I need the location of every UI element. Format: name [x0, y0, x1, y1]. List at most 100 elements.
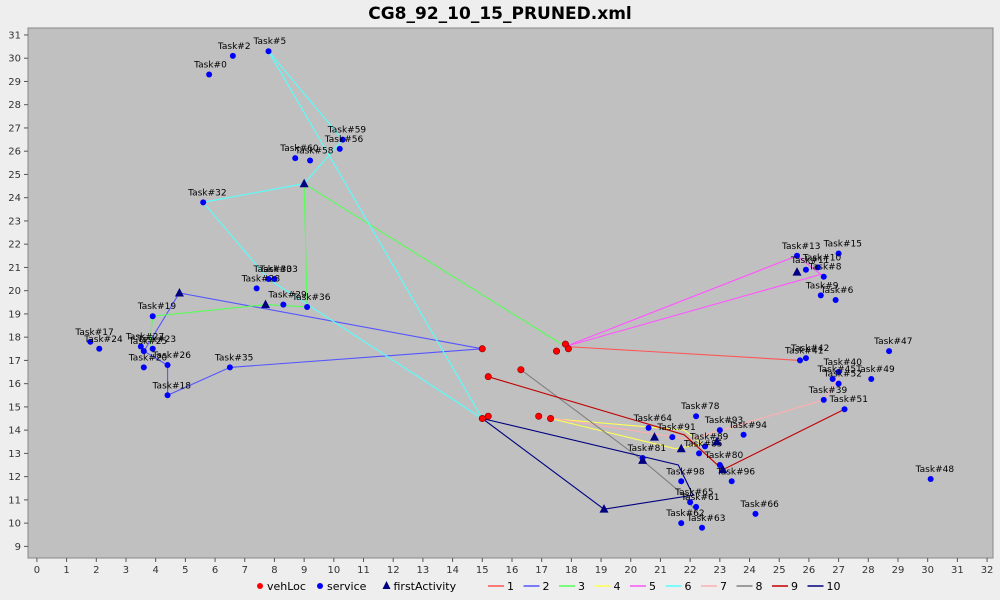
service-point — [817, 292, 824, 299]
service-point — [794, 252, 801, 259]
y-tick-label: 15 — [8, 402, 21, 413]
service-point — [669, 434, 676, 441]
y-tick-label: 25 — [8, 170, 21, 181]
service-label: Task#35 — [214, 353, 253, 363]
x-tick-label: 27 — [832, 565, 845, 576]
service-point — [149, 345, 156, 352]
legend-label: 8 — [756, 580, 763, 593]
x-tick-label: 8 — [271, 565, 277, 576]
first-activity-point — [718, 464, 728, 474]
x-tick-label: 1 — [63, 565, 69, 576]
service-label: Task#64 — [633, 414, 673, 424]
vehloc-point — [564, 345, 572, 353]
y-tick-label: 22 — [8, 240, 21, 251]
service-label: Task#48 — [915, 465, 955, 475]
service-point — [253, 285, 260, 292]
route-line-4 — [550, 417, 704, 450]
service-point — [140, 348, 147, 355]
service-label: Task#18 — [152, 381, 192, 391]
service-label: Task#6 — [820, 286, 854, 296]
x-tick-label: 11 — [357, 565, 370, 576]
service-label: Task#51 — [829, 395, 868, 405]
vehloc-point — [478, 415, 486, 423]
y-tick-label: 23 — [8, 216, 21, 227]
y-tick-label: 30 — [8, 54, 21, 65]
service-point — [229, 52, 236, 59]
service-point — [927, 475, 934, 482]
service-point — [226, 364, 233, 371]
route-line-5 — [565, 255, 822, 348]
service-point — [716, 427, 723, 434]
service-label: Task#42 — [790, 344, 829, 354]
vehloc-point — [478, 345, 486, 353]
service-point — [716, 462, 723, 469]
service-label: Task#0 — [193, 60, 227, 70]
service-point — [693, 413, 700, 420]
service-label: Task#11 — [790, 256, 829, 266]
vehloc-point — [517, 366, 525, 374]
service-label: Task#96 — [716, 467, 756, 477]
legend-label: 4 — [614, 580, 621, 593]
service-point — [696, 450, 703, 457]
y-tick-label: 10 — [8, 519, 21, 530]
y-tick-label: 17 — [8, 356, 21, 367]
x-tick-label: 2 — [93, 565, 99, 576]
service-label: Task#9 — [805, 281, 839, 291]
service-label: Task#5 — [253, 37, 287, 47]
x-tick-label: 23 — [713, 565, 726, 576]
x-tick-label: 3 — [123, 565, 129, 576]
service-point — [886, 348, 893, 355]
service-point — [693, 503, 700, 510]
x-tick-label: 21 — [654, 565, 667, 576]
y-tick-label: 21 — [8, 263, 21, 274]
service-point — [645, 424, 652, 431]
service-point — [678, 520, 685, 527]
service-label: Task#47 — [873, 337, 912, 347]
service-label: Task#24 — [83, 335, 123, 345]
y-tick-label: 27 — [8, 123, 21, 134]
y-tick-label: 16 — [8, 379, 21, 390]
x-tick-label: 0 — [34, 565, 40, 576]
service-point — [829, 376, 836, 383]
x-tick-label: 32 — [981, 565, 994, 576]
service-label: Task#91 — [656, 423, 695, 433]
legend-label: 7 — [720, 580, 727, 593]
x-axis: 0 1 2 3 4 5 6 7 8 9 10 11 12 13 14 15 16 17 18 19 20 21 22 23 24… — [34, 558, 994, 576]
service-point — [164, 362, 171, 369]
x-tick-label: 24 — [743, 565, 756, 576]
service-label: Task#2 — [217, 42, 251, 52]
vehloc-point — [484, 412, 492, 420]
x-tick-label: 31 — [951, 565, 964, 576]
service-label: Task#40 — [823, 358, 863, 368]
first-activity-point — [638, 455, 648, 464]
legend: vehLoc service firstActivity 1 2 3 4 5 6 7 8 9 10 — [257, 580, 841, 593]
service-label: Task#25 — [128, 337, 167, 347]
route-line-7 — [538, 376, 840, 440]
legend-label: 3 — [578, 580, 585, 593]
x-tick-label: 18 — [565, 565, 578, 576]
legend-label: 2 — [543, 580, 550, 593]
service-point — [137, 343, 144, 350]
service-label: Task#30 — [253, 265, 293, 275]
service-point — [265, 276, 272, 283]
x-tick-label: 12 — [387, 565, 400, 576]
vehloc-point — [484, 373, 492, 381]
y-tick-label: 12 — [8, 472, 21, 483]
service-point — [164, 392, 171, 399]
service-label: Task#29 — [267, 291, 307, 301]
service-label: Task#94 — [728, 421, 768, 431]
legend-label: 10 — [827, 580, 841, 593]
service-label: Task#28 — [241, 274, 281, 284]
legend-label: 5 — [649, 580, 656, 593]
service-point — [678, 478, 685, 485]
x-tick-label: 10 — [327, 565, 340, 576]
service-label: Task#78 — [680, 402, 720, 412]
service-label: Task#58 — [294, 147, 334, 157]
service-label: Task#66 — [739, 500, 779, 510]
route-line-10 — [481, 417, 694, 510]
service-label: Task#56 — [324, 135, 364, 145]
x-tick-label: 7 — [242, 565, 248, 576]
service-label: Task#65 — [674, 488, 713, 498]
plot-area — [27, 27, 994, 559]
